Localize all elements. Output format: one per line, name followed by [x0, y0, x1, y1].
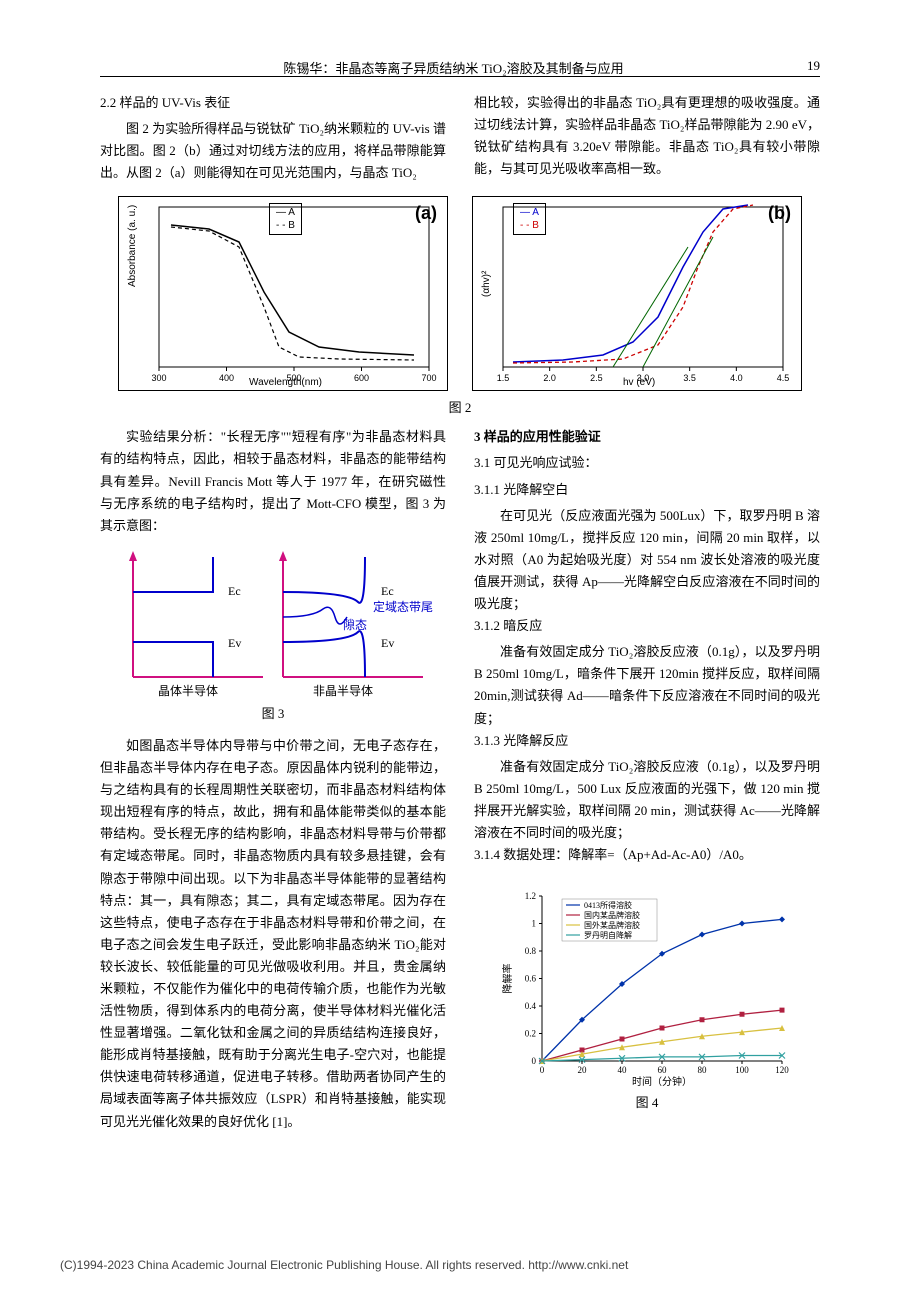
panel-label-b: (b) [768, 203, 791, 224]
svg-text:2.5: 2.5 [590, 373, 603, 383]
svg-text:4.5: 4.5 [777, 373, 790, 383]
svg-text:Ev: Ev [381, 636, 394, 650]
svg-text:Ec: Ec [381, 584, 394, 598]
svg-text:0.2: 0.2 [525, 1029, 536, 1039]
svg-text:0.4: 0.4 [525, 1001, 537, 1011]
heading-3-1-2: 3.1.2 暗反应 [474, 615, 820, 637]
svg-text:隙态: 隙态 [343, 618, 367, 632]
svg-text:80: 80 [698, 1065, 708, 1075]
svg-text:0: 0 [540, 1065, 545, 1075]
svg-text:Ev: Ev [228, 636, 241, 650]
figure-2b: (b) — A - - B (αhv)² hv (eV) 1.5 2.0 2.5 3.… [472, 196, 802, 391]
svg-text:2.0: 2.0 [543, 373, 556, 383]
yaxis-2a: Absorbance (a. u.) [127, 205, 138, 287]
heading-2-2: 2.2 样品的 UV-Vis 表征 [100, 92, 446, 114]
header-title: 陈锡华：非晶态等离子异质结纳米 TiO₂溶胶及其制备与应用 [283, 58, 623, 77]
svg-text:120: 120 [775, 1065, 789, 1075]
p-mid-left: 实验结果分析："长程无序""短程有序"为非晶态材料具有的结构特点，因此，相较于晶… [100, 426, 446, 536]
svg-text:国内某品牌溶胶: 国内某品牌溶胶 [584, 910, 640, 920]
svg-text:0413所得溶胶: 0413所得溶胶 [584, 900, 632, 910]
figure-2a: (a) — A - - B Absorbance (a. u.) Wavelen… [118, 196, 448, 391]
running-header: 陈锡华：非晶态等离子异质结纳米 TiO₂溶胶及其制备与应用 19 [100, 58, 820, 77]
svg-text:1.2: 1.2 [525, 891, 536, 901]
svg-text:0.8: 0.8 [525, 946, 537, 956]
figure-2-caption: 图 2 [100, 397, 820, 416]
heading-3-1: 3.1 可见光响应试验： [474, 452, 820, 474]
yaxis-2b: (αhv)² [481, 271, 492, 297]
legend-2b: — A - - B [513, 203, 546, 235]
figure-3-svg: Ec Ev Ec Ev 定域态带尾隙态晶体半导体 非晶半导体 [113, 547, 433, 697]
svg-text:晶体半导体: 晶体半导体 [158, 684, 218, 697]
svg-text:罗丹明自降解: 罗丹明自降解 [584, 930, 632, 940]
svg-text:Ec: Ec [228, 584, 241, 598]
svg-text:时间（分钟）: 时间（分钟） [632, 1075, 692, 1086]
p-3-1-3: 准备有效固定成分 TiO₂溶胶反应液（0.1g），以及罗丹明 B 250ml 1… [474, 756, 820, 844]
page-body: 2.2 样品的 UV-Vis 表征 图 2 为实验所得样品与锐钛矿 TiO₂纳米… [100, 92, 820, 1133]
figure-2: (a) — A - - B Absorbance (a. u.) Wavelen… [100, 196, 820, 391]
legend-2a: — A - - B [269, 203, 302, 235]
xaxis-2b: hv (eV) [623, 377, 655, 388]
figure-4-caption: 图 4 [474, 1092, 820, 1114]
figure-4-svg: 0 20 40 60 80 100 120 0 0.2 0.4 0.6 0.8 1 1.2 时间（分钟） 降解… [497, 876, 797, 1086]
figure-3-caption: 图 3 [100, 703, 446, 725]
p-2-2-right: 相比较，实验得出的非晶态 TiO₂具有更理想的吸收强度。通过切线法计算，实验样品… [474, 92, 820, 180]
p-2-2-left: 图 2 为实验所得样品与锐钛矿 TiO₂纳米颗粒的 UV-vis 谱对比图。图 … [100, 118, 446, 184]
svg-text:600: 600 [354, 373, 369, 383]
svg-text:0.6: 0.6 [525, 974, 537, 984]
svg-text:100: 100 [735, 1065, 749, 1075]
p-3-1-2: 准备有效固定成分 TiO₂溶胶反应液（0.1g），以及罗丹明 B 250ml 1… [474, 641, 820, 729]
header-rule [100, 76, 820, 77]
page-number: 19 [807, 58, 820, 77]
svg-text:700: 700 [421, 373, 436, 383]
p-3-1-1: 在可见光（反应液面光强为 500Lux）下，取罗丹明 B 溶液 250ml 10… [474, 505, 820, 615]
svg-text:3.5: 3.5 [683, 373, 696, 383]
svg-text:4.0: 4.0 [730, 373, 743, 383]
svg-text:非晶半导体: 非晶半导体 [313, 684, 373, 697]
svg-text:定域态带尾: 定域态带尾 [373, 599, 433, 614]
svg-text:0: 0 [532, 1056, 537, 1066]
svg-text:1.5: 1.5 [497, 373, 510, 383]
svg-text:400: 400 [219, 373, 234, 383]
heading-3: 3 样品的应用性能验证 [474, 426, 820, 448]
svg-text:40: 40 [618, 1065, 628, 1075]
heading-3-1-3: 3.1.3 光降解反应 [474, 730, 820, 752]
p-mid2: 如图晶态半导体内导带与中价带之间，无电子态存在，但非晶态半导体内存在电子态。原因… [100, 735, 446, 1133]
svg-text:1: 1 [532, 919, 537, 929]
svg-text:60: 60 [658, 1065, 668, 1075]
svg-text:20: 20 [578, 1065, 588, 1075]
heading-3-1-1: 3.1.1 光降解空白 [474, 479, 820, 501]
xaxis-2a: Wavelength(nm) [249, 377, 322, 388]
figure-4: 0 20 40 60 80 100 120 0 0.2 0.4 0.6 0.8 1 1.2 时间（分钟） 降解… [497, 876, 797, 1086]
svg-text:300: 300 [151, 373, 166, 383]
figure-3: Ec Ev Ec Ev 定域态带尾隙态晶体半导体 非晶半导体 [113, 547, 433, 697]
svg-text:降解率: 降解率 [501, 964, 514, 994]
panel-label-a: (a) [415, 203, 437, 224]
footer-copyright: (C)1994-2023 China Academic Journal Elec… [60, 1258, 860, 1272]
svg-text:国外某品牌溶胶: 国外某品牌溶胶 [584, 920, 640, 930]
heading-3-1-4: 3.1.4 数据处理：降解率=（Ap+Ad-Ac-A0）/A0。 [474, 844, 820, 866]
